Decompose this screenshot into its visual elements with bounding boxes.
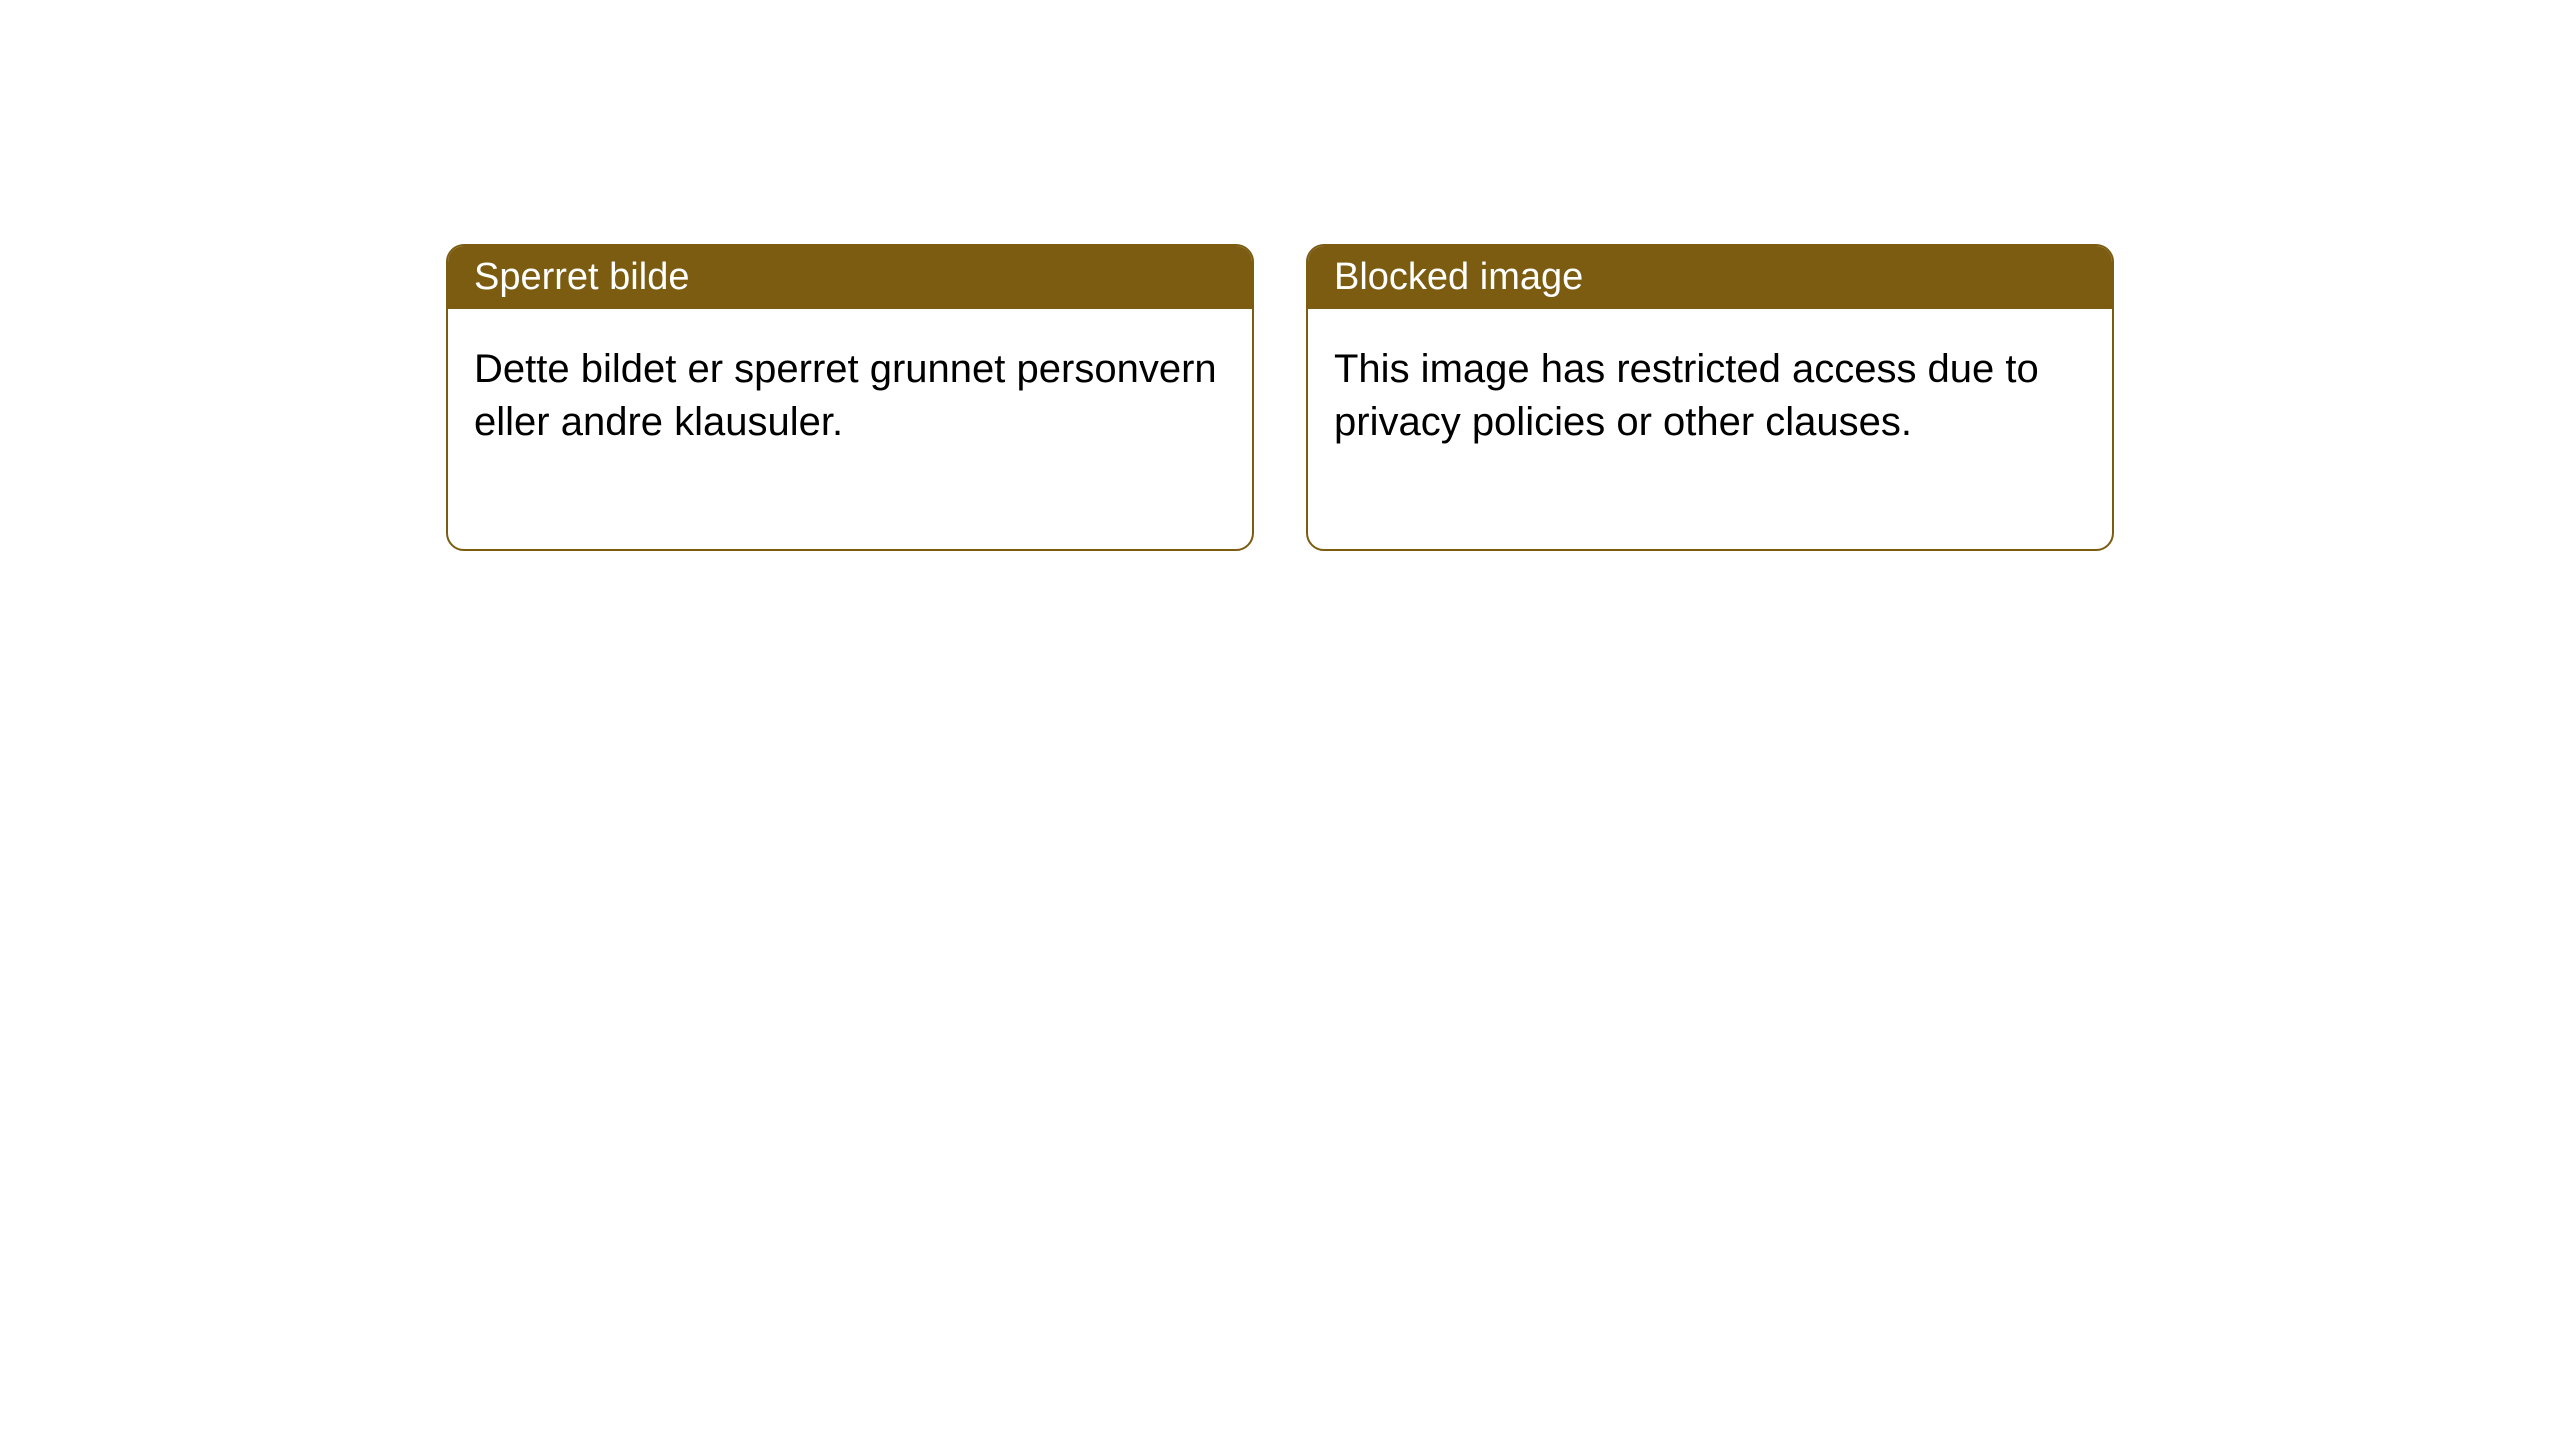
notice-card-english: Blocked image This image has restricted …	[1306, 244, 2114, 551]
notice-body: Dette bildet er sperret grunnet personve…	[448, 309, 1252, 549]
notice-card-norwegian: Sperret bilde Dette bildet er sperret gr…	[446, 244, 1254, 551]
notice-body: This image has restricted access due to …	[1308, 309, 2112, 549]
notice-container: Sperret bilde Dette bildet er sperret gr…	[0, 0, 2560, 551]
notice-header: Sperret bilde	[448, 246, 1252, 309]
notice-header: Blocked image	[1308, 246, 2112, 309]
